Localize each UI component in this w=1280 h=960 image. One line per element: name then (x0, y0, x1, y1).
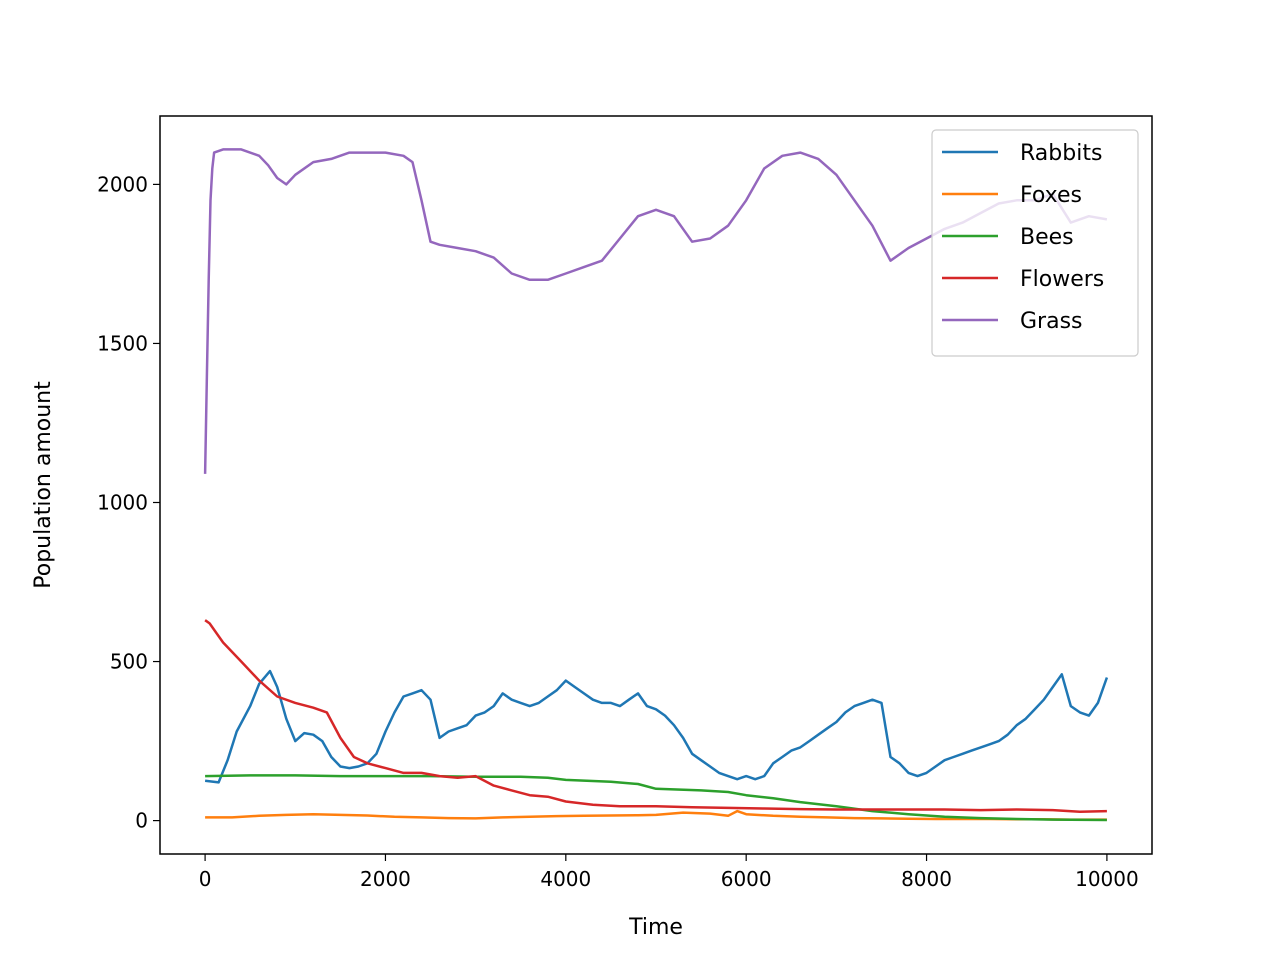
y-tick-label: 0 (135, 809, 148, 833)
series-line-grass (203, 148, 1108, 474)
series-layer (203, 148, 1109, 822)
y-axis: 0 500 1000 1500 2000 (97, 172, 160, 833)
series-line-rabbits (204, 669, 1109, 784)
y-tick-label: 2000 (97, 172, 148, 196)
legend-label-foxes: Foxes (1020, 183, 1082, 208)
legend-label-rabbits: Rabbits (1020, 141, 1102, 166)
legend-label-grass: Grass (1020, 309, 1083, 334)
y-tick-label: 1500 (97, 331, 148, 355)
x-axis-label: Time (628, 915, 683, 940)
y-axis-label: Population amount (31, 381, 56, 589)
x-tick-label: 0 (199, 867, 212, 891)
plot-frame (159, 115, 1153, 855)
x-tick-label: 2000 (360, 867, 411, 891)
series-line-flowers (204, 619, 1107, 813)
legend-label-bees: Bees (1020, 225, 1074, 250)
y-tick-label: 500 (110, 650, 148, 674)
x-axis: 0 2000 4000 6000 8000 10000 (199, 854, 1139, 891)
series-line-foxes (205, 809, 1107, 821)
y-tick-label: 1000 (97, 490, 148, 514)
x-tick-label: 8000 (901, 867, 952, 891)
legend-label-flowers: Flowers (1020, 267, 1104, 292)
x-tick-label: 4000 (540, 867, 591, 891)
x-tick-label: 10000 (1075, 867, 1139, 891)
legend: Rabbits Foxes Bees Flowers Grass (931, 129, 1139, 357)
x-tick-label: 6000 (721, 867, 772, 891)
series-line-bees (205, 774, 1107, 822)
legend-box (931, 129, 1139, 357)
